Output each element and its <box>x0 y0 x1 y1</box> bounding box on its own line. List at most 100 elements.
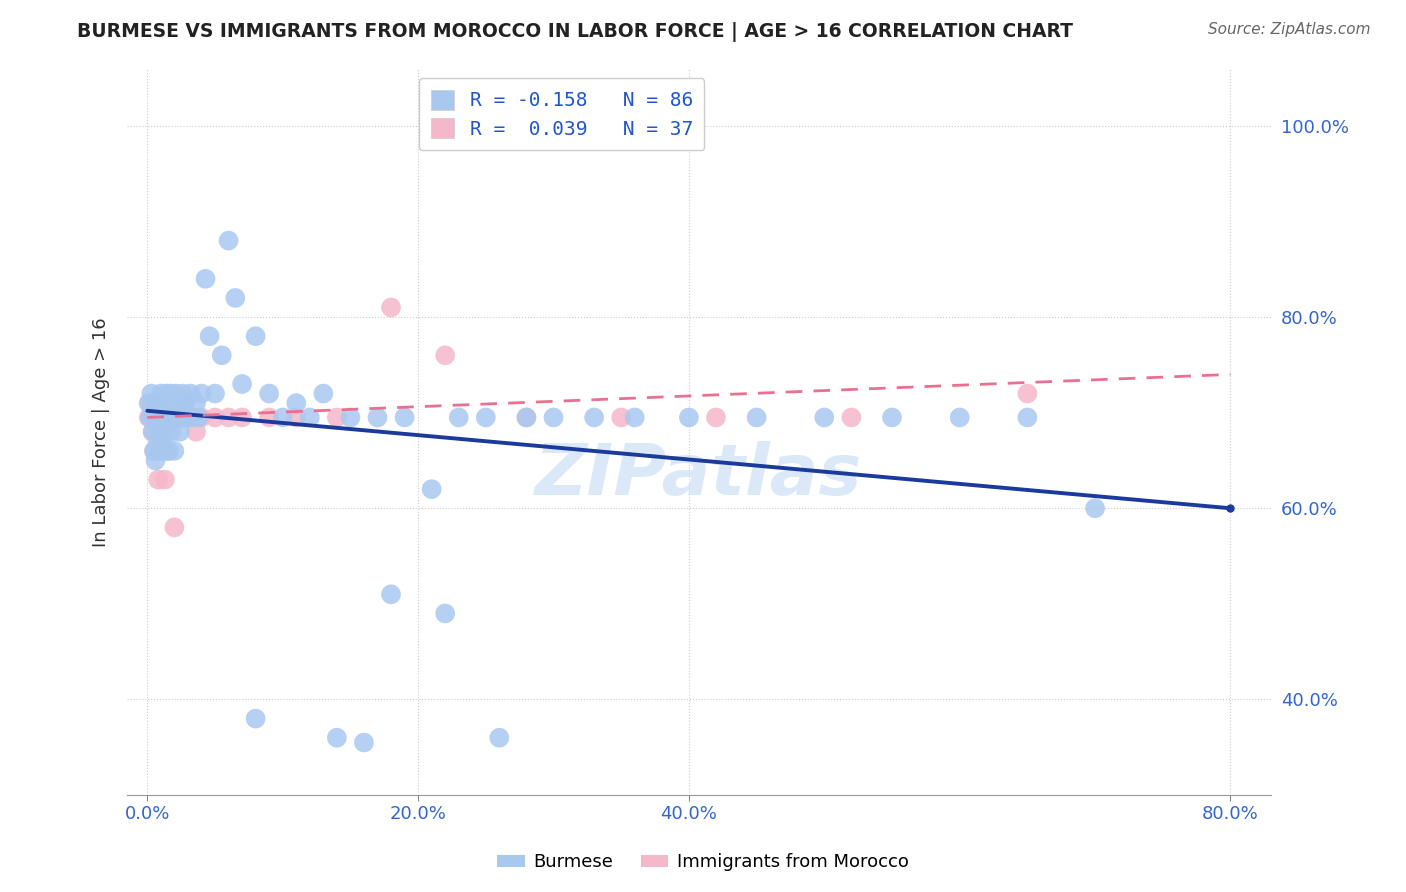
Point <box>152 425 174 439</box>
Point <box>170 410 193 425</box>
Point <box>150 410 173 425</box>
Point <box>366 410 388 425</box>
Point <box>183 410 205 425</box>
Point <box>285 410 308 425</box>
Point <box>218 234 240 248</box>
Legend: R = -0.158   N = 86, R =  0.039   N = 37: R = -0.158 N = 86, R = 0.039 N = 37 <box>419 78 704 151</box>
Point <box>157 444 180 458</box>
Point <box>949 410 972 425</box>
Point <box>353 735 375 749</box>
Point <box>157 410 180 425</box>
Y-axis label: In Labor Force | Age > 16: In Labor Force | Age > 16 <box>93 317 110 547</box>
Legend: Burmese, Immigrants from Morocco: Burmese, Immigrants from Morocco <box>491 847 915 879</box>
Point <box>515 410 537 425</box>
Point <box>167 396 190 410</box>
Point <box>187 410 209 425</box>
Point <box>141 386 163 401</box>
Point <box>152 396 174 410</box>
Point <box>169 425 191 439</box>
Point <box>150 410 173 425</box>
Point <box>231 376 253 391</box>
Point <box>149 386 172 401</box>
Point <box>138 410 160 425</box>
Point <box>153 444 176 458</box>
Point <box>420 482 443 496</box>
Point <box>298 410 321 425</box>
Point <box>139 410 162 425</box>
Point <box>160 410 183 425</box>
Point <box>1017 386 1039 401</box>
Point <box>156 425 179 439</box>
Point <box>149 406 172 420</box>
Point <box>170 410 193 425</box>
Point <box>160 410 183 425</box>
Point <box>163 444 186 458</box>
Point <box>153 473 176 487</box>
Point <box>163 410 186 425</box>
Point <box>678 410 700 425</box>
Point <box>143 406 166 420</box>
Point <box>148 444 170 458</box>
Point <box>142 425 165 439</box>
Point <box>447 410 470 425</box>
Point <box>173 410 195 425</box>
Point <box>166 410 188 425</box>
Point <box>146 473 169 487</box>
Point <box>162 410 184 425</box>
Point <box>434 348 457 362</box>
Point <box>245 712 267 726</box>
Point <box>166 410 188 425</box>
Point <box>813 410 835 425</box>
Point <box>145 410 167 425</box>
Point <box>194 272 217 286</box>
Point <box>745 410 768 425</box>
Point <box>1017 410 1039 425</box>
Point <box>143 444 166 458</box>
Point <box>224 291 246 305</box>
Point <box>583 410 606 425</box>
Point <box>157 410 180 425</box>
Point <box>155 410 177 425</box>
Point <box>160 425 183 439</box>
Point <box>488 731 510 745</box>
Point <box>141 410 163 425</box>
Point <box>145 415 167 429</box>
Point <box>610 410 633 425</box>
Point <box>150 439 173 453</box>
Point <box>156 396 179 410</box>
Point <box>159 386 181 401</box>
Point <box>149 444 172 458</box>
Point <box>152 425 174 439</box>
Text: Source: ZipAtlas.com: Source: ZipAtlas.com <box>1208 22 1371 37</box>
Point <box>146 410 169 425</box>
Point <box>177 410 200 425</box>
Point <box>174 396 197 410</box>
Point <box>174 396 197 410</box>
Point <box>271 410 294 425</box>
Point <box>394 410 416 425</box>
Point <box>143 444 166 458</box>
Point <box>257 410 280 425</box>
Point <box>211 348 233 362</box>
Point <box>190 386 212 401</box>
Point <box>184 425 207 439</box>
Point <box>339 410 361 425</box>
Point <box>146 396 169 410</box>
Point <box>145 453 167 467</box>
Point <box>704 410 727 425</box>
Point <box>326 410 349 425</box>
Point <box>198 329 221 343</box>
Point <box>475 410 498 425</box>
Point <box>155 410 177 425</box>
Point <box>180 410 202 425</box>
Point <box>231 410 253 425</box>
Point <box>148 425 170 439</box>
Point <box>146 396 169 410</box>
Point <box>245 329 267 343</box>
Point <box>543 410 565 425</box>
Point <box>180 386 202 401</box>
Point <box>155 386 177 401</box>
Point <box>623 410 645 425</box>
Point <box>841 410 863 425</box>
Text: ZIPatlas: ZIPatlas <box>536 441 863 510</box>
